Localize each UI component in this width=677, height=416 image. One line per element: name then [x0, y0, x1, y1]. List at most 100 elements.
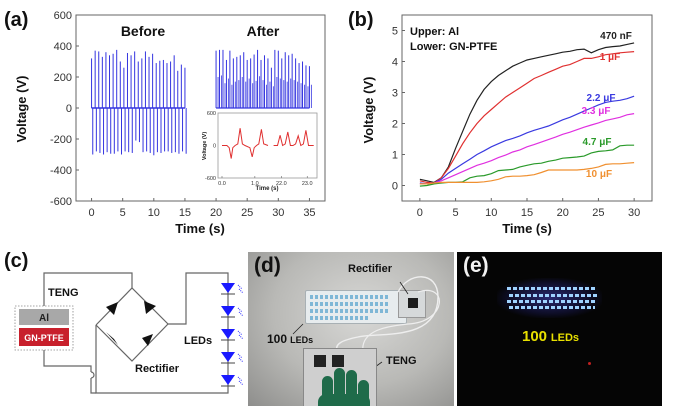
rectifier-diodes: [106, 301, 156, 346]
rectifier-label: Rectifier: [135, 363, 180, 375]
indicator-dot: [588, 362, 591, 365]
x-tick-label: 15: [179, 207, 191, 219]
led-word: LEDs: [290, 335, 314, 345]
inset-x-tick-label: 22.0: [276, 181, 287, 187]
y-tick-label: -600: [50, 196, 72, 208]
y-axis-label-b: Voltage (V): [361, 77, 376, 144]
lit-led-row: [507, 300, 597, 303]
gn-ptfe-layer-label: GN-PTFE: [24, 333, 64, 343]
inset-x-axis: 0.0 1.0 22.0 23.0: [218, 176, 313, 187]
panel-a: (a) -600 -400 -200 0 200 400 600 0 5 10 15 20 25 30 3…: [4, 9, 326, 236]
inset-x-tick-label: 0.0: [218, 181, 226, 187]
series-label: 3.3 μF: [582, 106, 611, 117]
y-tick-label: 4: [392, 57, 398, 69]
y-tick-label: 5: [392, 26, 398, 38]
led-breadboard: [305, 290, 407, 324]
diode-icon: [144, 301, 156, 314]
legend-text-lower: Lower: GN-PTFE: [410, 41, 497, 53]
x-axis-label-b: Time (s): [502, 221, 552, 236]
led-word: LEDs: [550, 332, 580, 344]
photo-d-leds-label: 100 LEDs: [267, 332, 313, 346]
x-axis-label-a: Time (s): [175, 221, 225, 236]
diode-icon: [106, 332, 118, 345]
inset-x-tick-label: 1.0: [251, 181, 259, 187]
inset-series-line: [273, 130, 314, 147]
inset-y-tick-label: 600: [207, 111, 216, 117]
light-emission-icon: [237, 284, 244, 294]
lit-led-row: [507, 287, 597, 290]
panel-label-d: (d): [254, 254, 281, 277]
inset-series-line: [222, 128, 269, 159]
led-icon: [221, 283, 235, 293]
teng-label: TENG: [48, 287, 79, 299]
y-axis-a: -600 -400 -200 0 200 400 600: [50, 10, 79, 208]
series-label: 4.7 μF: [583, 137, 612, 148]
wire: [336, 276, 439, 353]
x-tick-label: 0: [417, 207, 423, 219]
panel-label-b: (b): [348, 9, 374, 31]
y-tick-label: 600: [54, 10, 72, 22]
inset-plot-a: -600 0 600 0.0 1.0 22.0 23.0 Voltage (V) Time…: [202, 111, 318, 192]
bridge-diamond: [95, 287, 169, 362]
led-row: [310, 309, 388, 313]
legend-text-upper: Upper: Al: [410, 26, 459, 38]
x-tick-label: 25: [592, 207, 604, 219]
diode-icon: [142, 334, 153, 346]
photo-d-teng-label: TENG: [386, 355, 417, 367]
x-tick-label: 35: [303, 207, 315, 219]
lit-led-row: [509, 294, 599, 297]
bridge-rectifier: [95, 287, 169, 362]
light-emission-icon: [237, 376, 244, 386]
inset-y-axis: -600 0 600: [205, 111, 216, 182]
inset-x-tick-label: 23.0: [302, 181, 313, 187]
light-emission-icon: [237, 353, 244, 363]
photo-d-rectifier-label: Rectifier: [348, 263, 393, 275]
led-icon: [221, 329, 235, 339]
pointer-line: [292, 323, 304, 335]
series-group-b: [419, 42, 635, 187]
led-count: 100: [522, 328, 548, 345]
wire-top: [43, 272, 133, 306]
series-line-2.2uF: [419, 95, 635, 185]
led-icon: [221, 375, 235, 385]
annotation-before: Before: [121, 23, 166, 39]
x-tick-label: 5: [120, 207, 126, 219]
y-axis-label-a: Voltage (V): [14, 76, 29, 143]
photo-e-leds-label: 100 LEDs: [522, 328, 579, 345]
led-icon: [221, 306, 235, 316]
x-tick-label: 20: [210, 207, 222, 219]
wire-bottom-left: [43, 350, 92, 372]
panel-e-photo: (e) 100 LEDs: [457, 252, 662, 406]
series-label: 10 μF: [586, 169, 612, 180]
x-tick-label: 10: [148, 207, 160, 219]
inset-series-group: [222, 128, 314, 159]
led-icon: [221, 352, 235, 362]
panel-c-circuit-diagram: (c) Al GN-PTFE TENG Rectifier LEDs: [4, 250, 244, 394]
panel-label-e: (e): [463, 254, 489, 277]
x-tick-label: 5: [453, 207, 459, 219]
y-tick-label: 1: [392, 150, 398, 162]
inset-x-axis-label: Time (s): [256, 186, 279, 192]
wire-crossover: [90, 371, 95, 379]
light-emission-icon: [237, 307, 244, 317]
y-tick-label: 0: [66, 103, 72, 115]
y-tick-label: -200: [50, 134, 72, 146]
photo-wires: [292, 276, 440, 368]
led-row: [310, 316, 370, 320]
led-row: [310, 302, 388, 306]
series-line-10uF: [419, 162, 635, 185]
annotation-after: After: [247, 23, 280, 39]
panel-label-a: (a): [4, 9, 28, 31]
y-tick-label: 2: [392, 119, 398, 131]
panel-label-c: (c): [4, 250, 28, 272]
series-line-470nF: [419, 42, 635, 184]
x-tick-label: 0: [89, 207, 95, 219]
inset-y-tick-label: 0: [213, 144, 216, 150]
x-tick-label: 15: [521, 207, 533, 219]
gloved-hand: [316, 364, 372, 406]
teng-electrode: [314, 355, 326, 367]
x-tick-label: 10: [485, 207, 497, 219]
panel-d-photo: (d) Rectifier 100 LEDs TENG: [248, 252, 454, 406]
light-emission-icon: [237, 330, 244, 340]
y-tick-label: 0: [392, 181, 398, 193]
